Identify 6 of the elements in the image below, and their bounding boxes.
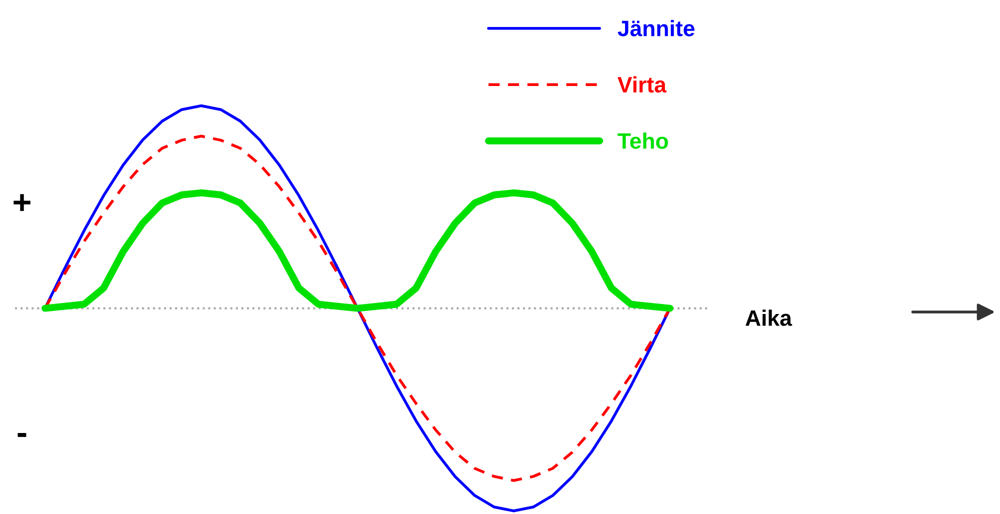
- text: Teho: [618, 132, 668, 149]
- x-axis-title: Aika: [746, 310, 792, 326]
- text: Jännite: [618, 20, 694, 36]
- text: -: [18, 432, 26, 437]
- text: +: [14, 194, 30, 211]
- text: Virta: [618, 76, 667, 93]
